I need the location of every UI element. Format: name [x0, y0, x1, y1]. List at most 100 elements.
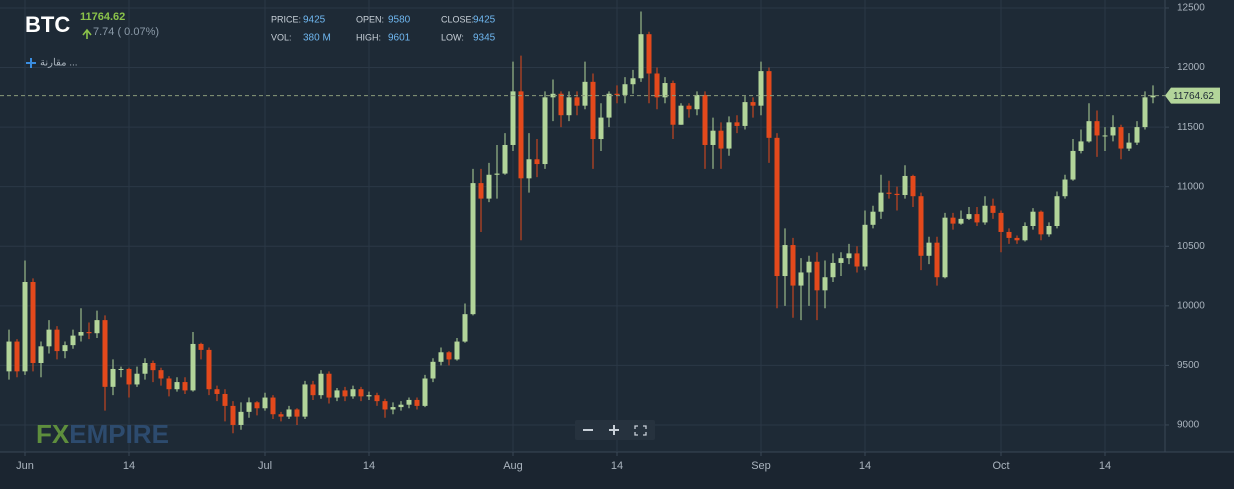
watermark: FXEMPIRE [36, 419, 169, 449]
candle-body [334, 390, 340, 398]
candle-body [142, 363, 148, 374]
candle-body [1054, 196, 1060, 226]
stat-value: 9425 [303, 15, 326, 26]
stat-value: 9580 [388, 15, 411, 26]
candle-body [974, 214, 980, 223]
candle-body [1046, 226, 1052, 235]
candle-body [1118, 127, 1124, 149]
candle-body [118, 368, 124, 370]
candle-body [46, 329, 52, 347]
compare-icon[interactable] [26, 58, 36, 68]
candle-body [638, 34, 644, 79]
candle-body [390, 407, 396, 410]
candle-body [78, 332, 84, 336]
candle-body [374, 395, 380, 402]
fullscreen[interactable] [634, 425, 647, 436]
candle-body [846, 253, 852, 259]
candle-body [230, 405, 236, 425]
x-tick-label: 14 [611, 460, 623, 472]
candle-body [1006, 231, 1012, 238]
candle-body [862, 224, 868, 267]
candle-body [70, 335, 76, 346]
x-tick-label: Aug [503, 460, 523, 472]
candle-body [510, 91, 516, 145]
candle-body [950, 217, 956, 224]
candle-body [30, 281, 36, 364]
y-tick-label: 12500 [1177, 3, 1205, 14]
watermark-fx: FX [36, 419, 70, 449]
candle-body [462, 314, 468, 342]
candle-body [790, 245, 796, 286]
candle-body [702, 94, 708, 145]
candle-body [526, 159, 532, 179]
compare-button[interactable]: مقارنة ... [40, 58, 78, 69]
stat-label: PRICE: [271, 14, 301, 24]
candle-body [838, 258, 844, 263]
candle-body [398, 404, 404, 408]
candle-body [774, 137, 780, 277]
candle-body [246, 402, 252, 412]
stat-label: OPEN: [356, 14, 384, 24]
candle-body [190, 343, 196, 391]
candle-body [678, 105, 684, 125]
candle-body [758, 71, 764, 106]
candle-body [350, 389, 356, 397]
y-tick-label: 11000 [1177, 181, 1205, 192]
stat-value: 9425 [473, 15, 496, 26]
candle-body [566, 97, 572, 116]
candle-body [6, 341, 12, 372]
candle-body [710, 130, 716, 145]
candle-body [814, 261, 820, 291]
candle-body [54, 329, 60, 352]
candle-body [14, 341, 20, 372]
candle-body [438, 352, 444, 362]
candle-body [286, 409, 292, 417]
candle-body [302, 384, 308, 417]
candle-body [470, 183, 476, 315]
candle-body [894, 193, 900, 196]
zoom-in[interactable] [609, 425, 619, 435]
candle-body [326, 373, 332, 398]
stat-value: 9601 [388, 33, 411, 44]
candle-body [94, 320, 100, 334]
candle-body [886, 192, 892, 194]
candle-body [1102, 135, 1108, 137]
candle-body [558, 93, 564, 116]
candle-body [310, 384, 316, 396]
candle-body [22, 281, 28, 372]
candle-body [654, 73, 660, 98]
last-price-tag [1165, 87, 1220, 104]
stat-value: 380 M [303, 33, 331, 44]
candle-body [342, 390, 348, 397]
candle-body [766, 71, 772, 138]
candle-body [1078, 141, 1084, 151]
candle-body [1134, 127, 1140, 143]
candle-body [366, 395, 372, 397]
watermark-empire: EMPIRE [69, 419, 169, 449]
candle-body [646, 34, 652, 74]
x-tick-label: Sep [751, 460, 771, 472]
candle-body [598, 117, 604, 140]
candle-body [1094, 121, 1100, 136]
candle-body [750, 102, 756, 106]
candle-body [174, 382, 180, 390]
candle-body [1070, 150, 1076, 180]
candle-body [734, 122, 740, 126]
x-tick-label: 14 [859, 460, 871, 472]
candle-body [574, 97, 580, 106]
candle-body [422, 378, 428, 406]
candle-body [1142, 97, 1148, 128]
candle-body [406, 399, 412, 405]
candle-body [1126, 142, 1132, 149]
x-tick-label: 14 [1099, 460, 1111, 472]
candle-body [294, 409, 300, 417]
candle-body [518, 91, 524, 179]
x-tick-label: Jun [16, 460, 34, 472]
candle-body [990, 205, 996, 213]
candle-body [854, 253, 860, 267]
candle-body [126, 368, 132, 385]
candle-body [262, 397, 268, 409]
candle-body [590, 81, 596, 140]
candle-body [206, 349, 212, 390]
candle-body [358, 389, 364, 397]
